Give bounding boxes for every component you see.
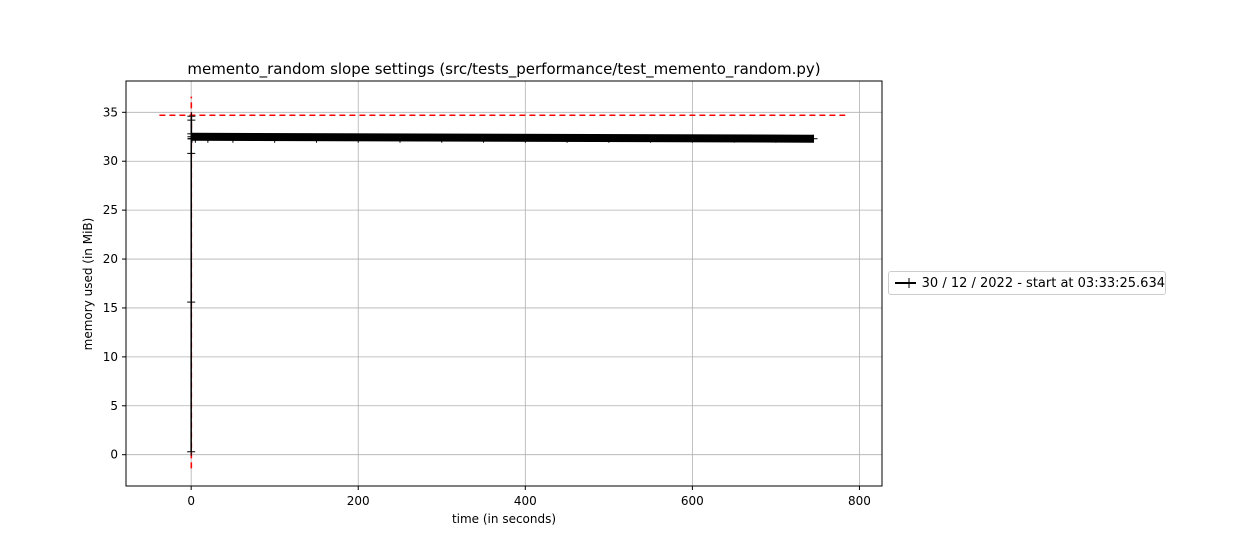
series-point (187, 149, 196, 158)
series-point (646, 134, 655, 143)
series-point (354, 134, 363, 143)
y-tick-label: 15 (103, 301, 118, 315)
series-point (187, 447, 196, 456)
x-tick-label: 200 (347, 494, 370, 508)
series-point (771, 134, 780, 143)
series-line (190, 116, 814, 452)
x-axis-label: time (in seconds) (452, 512, 556, 526)
series-layer (187, 112, 818, 456)
series-point (809, 134, 818, 143)
series-point (563, 134, 572, 143)
legend-line-marker-icon (895, 278, 916, 288)
y-tick-label: 20 (103, 252, 118, 266)
series-point (521, 134, 530, 143)
x-axis-ticks: 0 200 400 600 800 (187, 486, 871, 508)
series-point (479, 134, 488, 143)
legend: 30 / 12 / 2022 - start at 03:33:25.634 (888, 271, 1166, 295)
x-tick-label: 600 (681, 494, 704, 508)
series-point (730, 134, 739, 143)
series-point (228, 134, 237, 143)
chart-title: memento_random slope settings (src/tests… (187, 60, 820, 79)
legend-label: 30 / 12 / 2022 - start at 03:33:25.634 (921, 275, 1165, 291)
series-point (437, 134, 446, 143)
y-tick-label: 35 (103, 105, 118, 119)
series-point (688, 134, 697, 143)
x-tick-label: 800 (848, 494, 871, 508)
plot-frame (125, 80, 883, 487)
x-tick-label: 400 (514, 494, 537, 508)
series-point (187, 112, 196, 121)
series-point (187, 298, 196, 307)
y-axis-label: memory used (in MiB) (81, 218, 95, 351)
series-plateau-band (191, 132, 814, 143)
series-point (203, 134, 212, 143)
series-point (395, 134, 404, 143)
reference-lines (159, 96, 846, 469)
series-point (191, 134, 200, 143)
y-tick-label: 0 (110, 448, 118, 462)
grid-lines (126, 81, 882, 486)
series-point (604, 134, 613, 143)
series-point (270, 134, 279, 143)
y-tick-label: 30 (103, 154, 118, 168)
y-tick-label: 10 (103, 350, 118, 364)
y-tick-label: 25 (103, 203, 118, 217)
series-point (312, 134, 321, 143)
y-tick-label: 5 (110, 399, 118, 413)
x-tick-label: 0 (187, 494, 195, 508)
y-axis-ticks: 0 5 10 15 20 25 30 35 (103, 105, 126, 462)
